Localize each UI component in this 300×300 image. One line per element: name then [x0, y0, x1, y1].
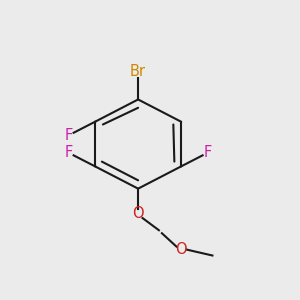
Text: F: F: [204, 146, 212, 160]
Text: O: O: [176, 242, 187, 257]
Text: F: F: [64, 128, 72, 142]
Text: Br: Br: [130, 64, 146, 79]
Text: O: O: [132, 206, 144, 221]
Text: F: F: [64, 146, 72, 160]
